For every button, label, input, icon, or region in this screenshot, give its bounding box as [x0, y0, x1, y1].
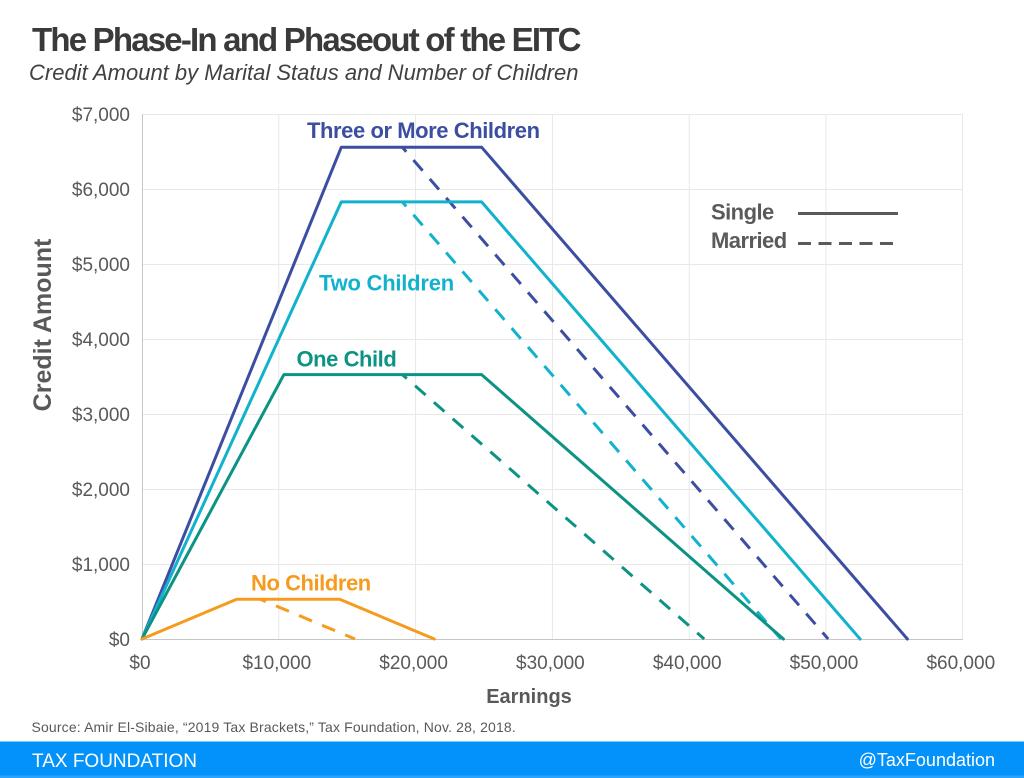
svg-text:$2,000: $2,000 [72, 480, 130, 501]
svg-text:$50,000: $50,000 [790, 653, 859, 674]
svg-text:$1,000: $1,000 [72, 555, 130, 576]
svg-text:Credit Amount by Marital Statu: Credit Amount by Marital Status and Numb… [29, 60, 578, 85]
svg-text:$7,000: $7,000 [72, 105, 130, 126]
svg-text:$5,000: $5,000 [72, 255, 130, 276]
svg-text:Credit Amount: Credit Amount [29, 238, 57, 411]
svg-text:Single: Single [711, 200, 774, 225]
svg-text:$0: $0 [109, 630, 130, 651]
svg-text:Two Children: Two Children [319, 271, 454, 296]
svg-text:$40,000: $40,000 [653, 653, 722, 674]
svg-text:$3,000: $3,000 [72, 405, 130, 426]
svg-text:$20,000: $20,000 [379, 653, 448, 674]
svg-text:Source: Amir El-Sibaie, “2019: Source: Amir El-Sibaie, “2019 Tax Bracke… [32, 719, 516, 735]
svg-text:$6,000: $6,000 [72, 180, 130, 201]
svg-text:One Child: One Child [297, 347, 397, 372]
svg-text:@TaxFoundation: @TaxFoundation [859, 750, 995, 770]
svg-text:$10,000: $10,000 [242, 653, 311, 674]
svg-text:$30,000: $30,000 [516, 653, 585, 674]
svg-text:Married: Married [711, 228, 787, 253]
svg-text:$4,000: $4,000 [72, 330, 130, 351]
svg-text:The Phase-In and Phaseout of t: The Phase-In and Phaseout of the EITC [32, 21, 581, 58]
svg-text:TAX FOUNDATION: TAX FOUNDATION [32, 751, 197, 772]
svg-text:$0: $0 [129, 653, 150, 674]
svg-text:$60,000: $60,000 [926, 653, 995, 674]
svg-text:Three or More Children: Three or More Children [307, 118, 540, 143]
svg-text:No Children: No Children [251, 571, 371, 596]
svg-text:Earnings: Earnings [486, 686, 572, 708]
